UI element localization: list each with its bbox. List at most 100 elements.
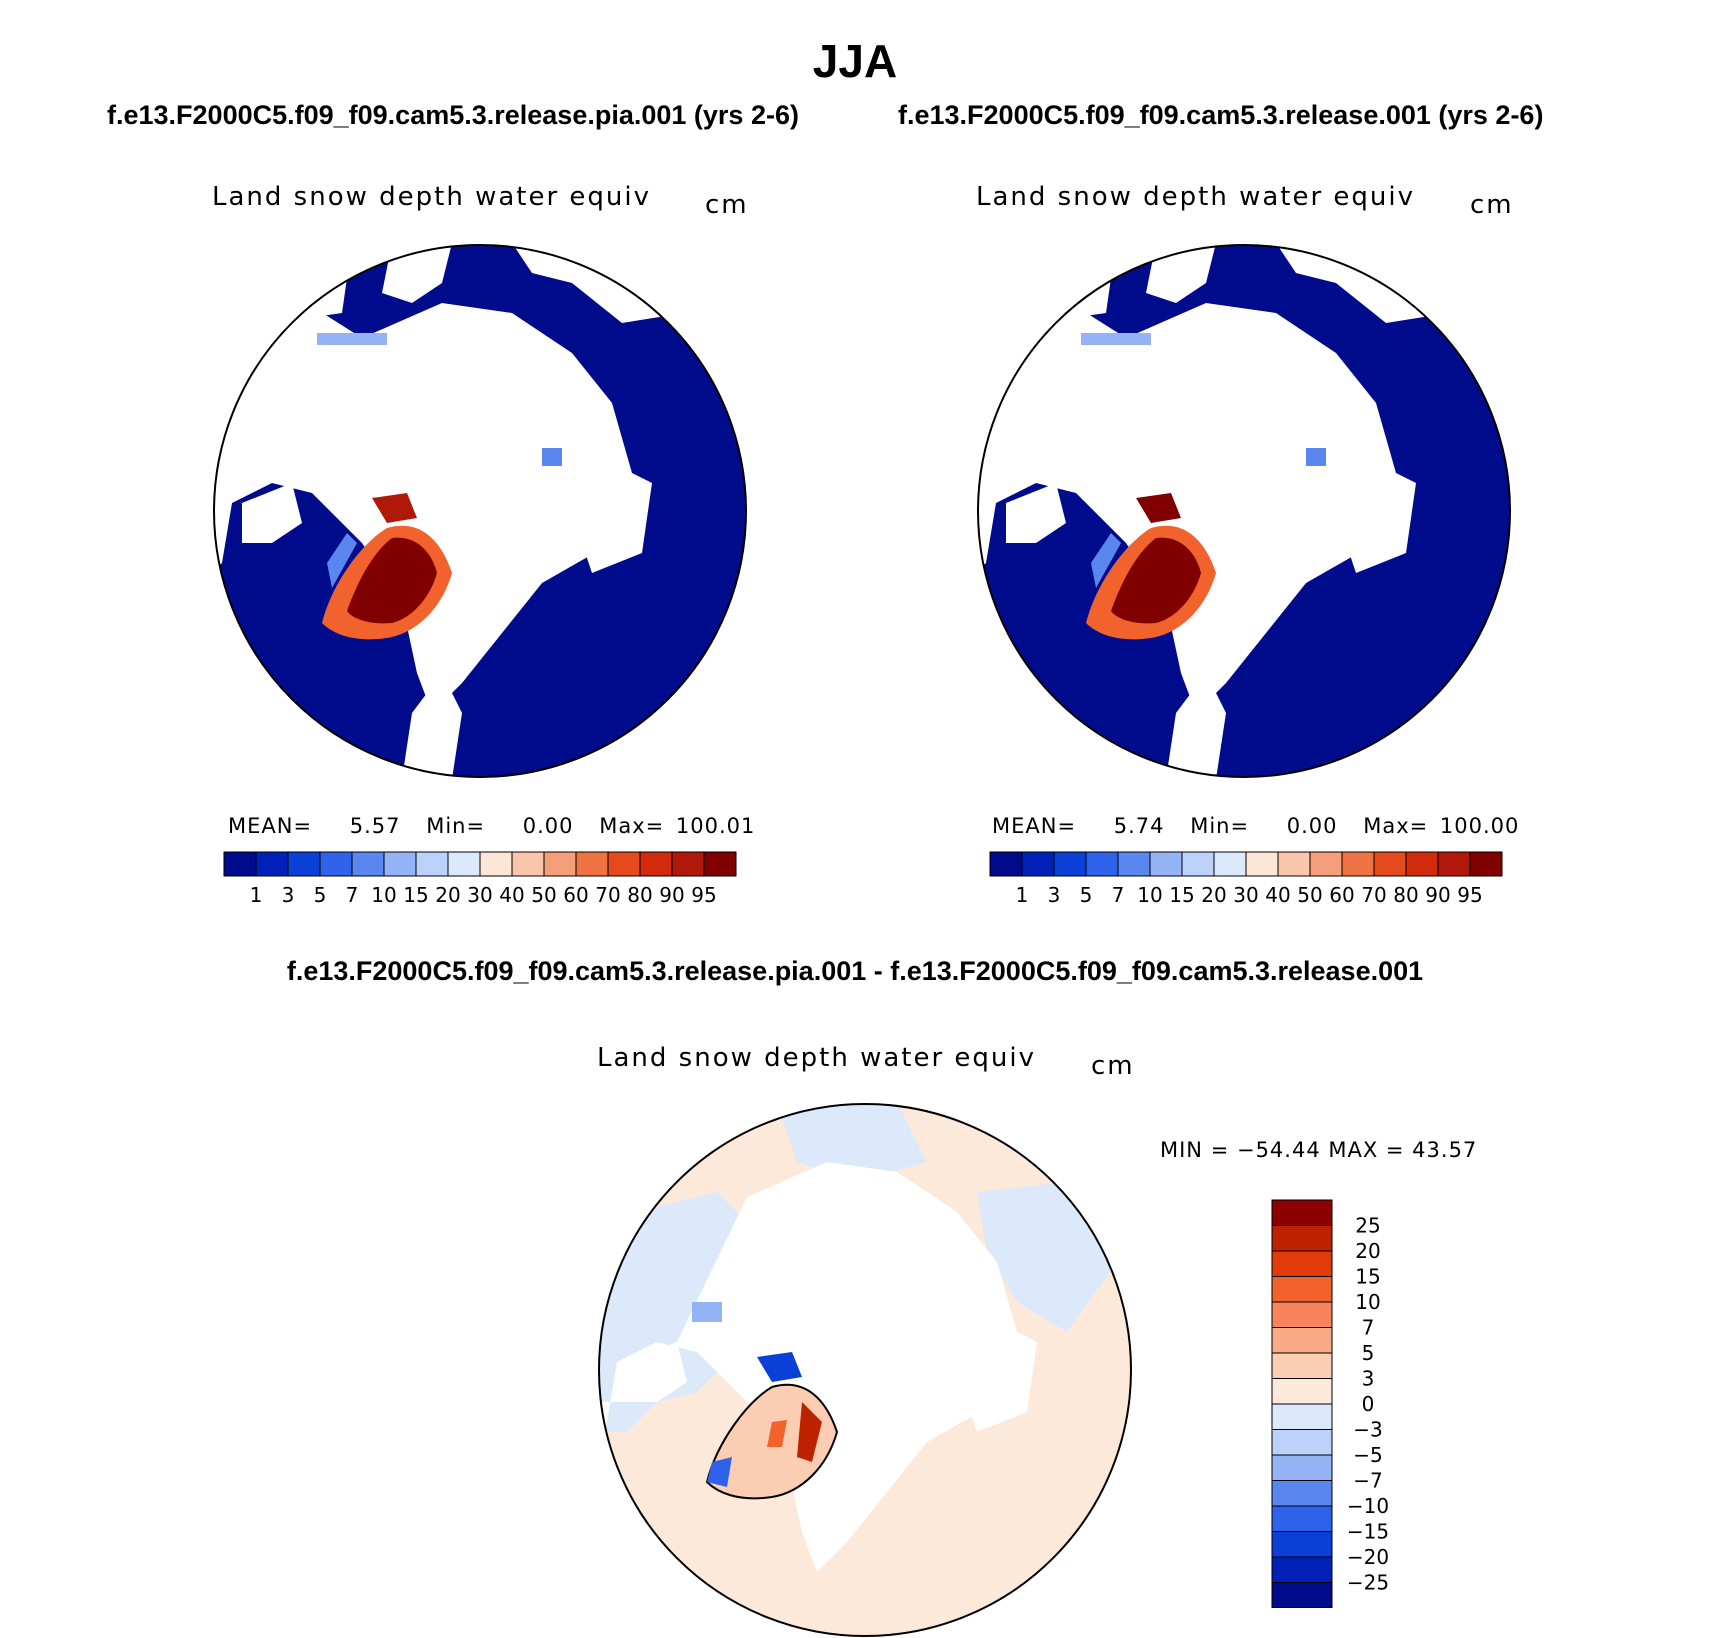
panel-2-colorbar-tick-label: 90 [1425, 883, 1450, 907]
difference-colorbar-swatch [1271, 1531, 1333, 1558]
difference-colorbar-swatch [1271, 1378, 1333, 1405]
panel-1-colorbar-tick-label: 50 [531, 883, 556, 907]
difference-colorbar-swatch [1271, 1505, 1333, 1532]
panel-2-colorbar-swatch [1277, 851, 1311, 877]
difference-colorbar-tick-label: 0 [1362, 1392, 1375, 1416]
panel-2-mean-value: 5.74 [1113, 814, 1165, 838]
panel-2-colorbar-tick-label: 20 [1201, 883, 1226, 907]
panel-2-colorbar-tick-label: 15 [1169, 883, 1194, 907]
panel-2-colorbar-swatch [1085, 851, 1119, 877]
difference-colorbar-swatch [1271, 1429, 1333, 1456]
difference-colorbar-tick-label: −3 [1353, 1418, 1382, 1442]
case-a-title: f.e13.F2000C5.f09_f09.cam5.3.release.pia… [107, 100, 799, 130]
difference-colorbar-tick-label: 5 [1362, 1341, 1375, 1365]
panel-2-colorbar-swatch [1053, 851, 1087, 877]
panel-1-colorbar-swatch [543, 851, 577, 877]
panel-2-colorbar-tick-label: 40 [1265, 883, 1290, 907]
difference-title: f.e13.F2000C5.f09_f09.cam5.3.release.pia… [286, 956, 1424, 986]
panel-1-colorbar-tick-label: 20 [435, 883, 460, 907]
panel-2-colorbar-swatch [1341, 851, 1375, 877]
difference-colorbar-swatch [1271, 1250, 1333, 1277]
panel-1-units: cm [705, 190, 749, 220]
panel-2-colorbar-tick-label: 50 [1297, 883, 1322, 907]
difference-colorbar-swatch [1271, 1556, 1333, 1583]
difference-colorbar-swatch [1271, 1327, 1333, 1354]
panel-1-colorbar-swatch [351, 851, 385, 877]
panel-1-colorbar-swatch [223, 851, 257, 877]
panel-2-colorbar-swatch [1149, 851, 1183, 877]
difference-colorbar-swatch [1271, 1199, 1333, 1226]
panel-2-colorbar-tick-label: 70 [1361, 883, 1386, 907]
panel-1-colorbar-swatch [639, 851, 673, 877]
panel-2-colorbar-swatch [1437, 851, 1471, 877]
panel-2-colorbar-tick-label: 5 [1080, 883, 1093, 907]
panel-1-colorbar-swatch [447, 851, 481, 877]
panel-2-colorbar-swatch [1469, 851, 1503, 877]
difference-colorbar-tick-label: −25 [1347, 1571, 1389, 1595]
panel-2-colorbar-swatch [1117, 851, 1151, 877]
panel-1-colorbar-swatch [671, 851, 705, 877]
difference-colorbar-swatch [1271, 1276, 1333, 1303]
panel-1-colorbar: 1 3 5 7 10 15 20 30 40 50 60 70 80 90 95 [223, 851, 737, 907]
panel-2-colorbar-swatch [1405, 851, 1439, 877]
panel-2-colorbar-tick-label: 7 [1112, 883, 1125, 907]
panel-1-colorbar-tick-label: 15 [403, 883, 428, 907]
panel-1-colorbar-tick-label: 3 [282, 883, 295, 907]
panel-1-colorbar-swatch [415, 851, 449, 877]
panel-1-colorbar-swatch [607, 851, 641, 877]
panel-1-colorbar-tick-label: 90 [659, 883, 684, 907]
figure-title: JJA [812, 35, 898, 87]
panel-1-max-value: 100.01 [675, 814, 756, 838]
diff-min-max: MIN = −54.44 MAX = 43.57 [1160, 1138, 1478, 1162]
panel-1-colorbar-swatch [383, 851, 417, 877]
panel-2-colorbar-swatch [1309, 851, 1343, 877]
difference-polar-map [598, 1103, 1132, 1637]
difference-colorbar-tick-label: −20 [1347, 1545, 1389, 1569]
difference-colorbar-tick-label: 3 [1362, 1367, 1375, 1391]
panel-1-variable: Land snow depth water equiv [212, 182, 651, 212]
panel-2-colorbar-swatch [1245, 851, 1279, 877]
panel-1-colorbar-tick-label: 60 [563, 883, 588, 907]
difference-colorbar-swatch [1271, 1301, 1333, 1328]
panel-2-colorbar: 1 3 5 7 10 15 20 30 40 50 60 70 80 90 95 [989, 851, 1503, 907]
difference-colorbar-swatch [1271, 1454, 1333, 1481]
panel-2-min-label: Min= [1190, 814, 1250, 838]
panel-1-colorbar-tick-label: 95 [691, 883, 716, 907]
panel-2-max-label: Max= [1363, 814, 1429, 838]
panel-2-colorbar-tick-label: 10 [1137, 883, 1162, 907]
difference-colorbar-swatch [1271, 1352, 1333, 1379]
panel-2-colorbar-tick-label: 60 [1329, 883, 1354, 907]
difference-colorbar-tick-label: 20 [1355, 1239, 1380, 1263]
panel-1-stats: MEAN= 5.57 Min= 0.00 Max= 100.01 [228, 814, 755, 838]
panel-1-colorbar-swatch [287, 851, 321, 877]
diff-units: cm [1091, 1051, 1135, 1081]
panel-2-colorbar-tick-label: 80 [1393, 883, 1418, 907]
panel-2-colorbar-swatch [1213, 851, 1247, 877]
panel-1-mean-value: 5.57 [349, 814, 401, 838]
panel-2-min-value: 0.00 [1286, 814, 1338, 838]
panel-2-polar-map [977, 244, 1511, 778]
diff-variable: Land snow depth water equiv [597, 1043, 1036, 1073]
panel-2-colorbar-swatch [1181, 851, 1215, 877]
difference-colorbar-tick-label: −5 [1353, 1443, 1382, 1467]
panel-1-colorbar-swatch [575, 851, 609, 877]
difference-colorbar-swatch [1271, 1225, 1333, 1252]
panel-1-polar-map [213, 244, 747, 778]
panel-1-mean-label: MEAN= [228, 814, 313, 838]
panel-1-min-label: Min= [426, 814, 486, 838]
panel-2-mean-label: MEAN= [992, 814, 1077, 838]
panel-2-colorbar-swatch [989, 851, 1023, 877]
panel-1-colorbar-swatch [319, 851, 353, 877]
difference-colorbar-tick-label: 10 [1355, 1290, 1380, 1314]
panel-1-min-value: 0.00 [522, 814, 574, 838]
panel-2-colorbar-tick-label: 30 [1233, 883, 1258, 907]
panel-1-colorbar-swatch [511, 851, 545, 877]
difference-colorbar-swatch [1271, 1480, 1333, 1507]
panel-2-colorbar-swatch [1373, 851, 1407, 877]
panel-1-colorbar-swatch [479, 851, 513, 877]
panel-2-colorbar-swatch [1021, 851, 1055, 877]
case-b-title: f.e13.F2000C5.f09_f09.cam5.3.release.001… [898, 100, 1544, 130]
panel-2-colorbar-tick-label: 95 [1457, 883, 1482, 907]
difference-colorbar-tick-label: −10 [1347, 1494, 1389, 1518]
